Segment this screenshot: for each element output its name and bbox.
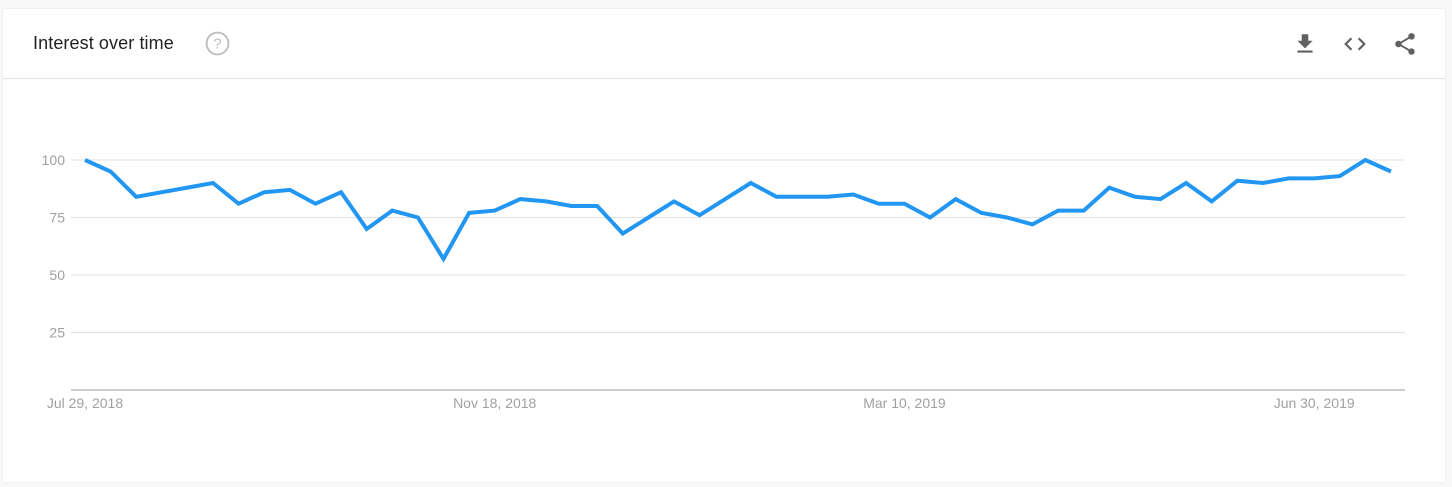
data-point	[211, 181, 215, 185]
data-point	[1389, 170, 1393, 174]
download-icon[interactable]	[1292, 31, 1318, 57]
x-tick-label-2: Mar 10, 2019	[863, 395, 946, 411]
data-point	[672, 199, 676, 203]
data-point	[109, 170, 113, 174]
data-point	[1287, 176, 1291, 180]
data-point	[954, 197, 958, 201]
data-point	[902, 202, 906, 206]
y-tick-label-25: 25	[49, 325, 65, 341]
data-point	[800, 195, 804, 199]
data-point	[1184, 181, 1188, 185]
data-point	[698, 213, 702, 217]
data-point	[723, 197, 727, 201]
svg-text:?: ?	[213, 37, 221, 53]
data-point	[160, 190, 164, 194]
data-point	[493, 209, 497, 213]
data-point	[185, 186, 189, 190]
data-point	[979, 211, 983, 215]
data-point	[544, 199, 548, 203]
data-point	[826, 195, 830, 199]
data-point	[134, 195, 138, 199]
y-tick-label-100: 100	[42, 152, 66, 168]
data-point	[1133, 195, 1137, 199]
y-tick-label-75: 75	[49, 210, 65, 226]
y-tick-label-50: 50	[49, 267, 65, 283]
data-point	[518, 197, 522, 201]
x-tick-label-3: Jun 30, 2019	[1274, 395, 1355, 411]
data-point	[467, 211, 471, 215]
data-point	[928, 216, 932, 220]
data-point	[365, 227, 369, 231]
data-point	[621, 232, 625, 236]
data-point	[1338, 174, 1342, 178]
data-point	[749, 181, 753, 185]
data-point	[1107, 186, 1111, 190]
x-tick-label-0: Jul 29, 2018	[47, 395, 123, 411]
data-point	[83, 158, 87, 162]
data-point	[416, 216, 420, 220]
data-point	[442, 257, 446, 261]
data-point	[851, 193, 855, 197]
code-icon[interactable]	[1342, 31, 1368, 57]
data-point	[313, 202, 317, 206]
series-line	[84, 157, 1392, 263]
data-point	[1210, 199, 1214, 203]
data-point	[339, 190, 343, 194]
share-icon[interactable]	[1392, 31, 1418, 57]
help-circle-icon[interactable]: ?	[205, 31, 230, 56]
data-point	[1030, 222, 1034, 226]
data-point	[1261, 181, 1265, 185]
data-point	[1056, 209, 1060, 213]
data-point	[390, 209, 394, 213]
data-point	[1159, 197, 1163, 201]
data-point	[288, 188, 292, 192]
card-title: Interest over time	[33, 33, 174, 53]
interest-over-time-card: Interest over time ? 25 50 75 100 Jul 29, 20…	[3, 9, 1445, 482]
data-point	[877, 202, 881, 206]
data-point	[1363, 158, 1367, 162]
data-point	[570, 204, 574, 208]
data-point	[774, 195, 778, 199]
x-tick-label-1: Nov 18, 2018	[453, 395, 536, 411]
data-point	[1005, 216, 1009, 220]
data-point	[1312, 176, 1316, 180]
data-point	[237, 202, 241, 206]
data-point	[595, 204, 599, 208]
card-header: Interest over time ?	[3, 9, 1445, 79]
data-point	[1235, 179, 1239, 183]
line-chart: 25 50 75 100 Jul 29, 2018 Nov 18, 2018 Mar 10,…	[42, 152, 1405, 411]
chart-area: 25 50 75 100 Jul 29, 2018 Nov 18, 2018 Mar 10,…	[3, 79, 1445, 482]
data-point	[646, 216, 650, 220]
data-point	[262, 190, 266, 194]
data-point	[1082, 209, 1086, 213]
